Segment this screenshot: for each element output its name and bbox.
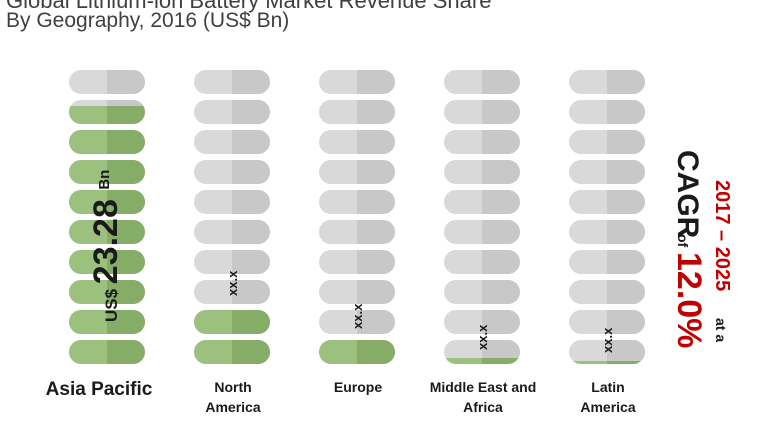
cagr-at: at a	[713, 318, 729, 342]
capsule	[194, 220, 270, 244]
capsule	[194, 130, 270, 154]
capsule	[444, 160, 520, 184]
data-label: xx.x	[350, 303, 365, 329]
capsule	[69, 70, 145, 94]
capsule	[444, 220, 520, 244]
capsule	[569, 160, 645, 184]
fill-bar	[319, 337, 395, 364]
cagr-period: 2017 – 2025	[711, 180, 733, 291]
capsule	[569, 280, 645, 304]
capsule	[194, 190, 270, 214]
capsule	[194, 70, 270, 94]
capsule	[319, 70, 395, 94]
capsule	[194, 160, 270, 184]
chart-title: Global Lithium-ion Battery Market Revenu…	[6, 0, 492, 13]
capsule	[444, 250, 520, 274]
capsule	[569, 100, 645, 124]
capsule	[444, 70, 520, 94]
category-label: Middle East and	[430, 379, 537, 395]
category-label: Africa	[463, 399, 503, 415]
column-4: xx.x Latin America	[569, 70, 645, 415]
capsule	[569, 340, 645, 364]
cagr-of: of	[675, 234, 691, 248]
capsule	[569, 310, 645, 334]
data-label: xx.x	[600, 327, 615, 353]
fill-bar	[444, 358, 520, 364]
column-1: xx.x North America	[194, 70, 270, 415]
category-label: Latin	[591, 379, 624, 395]
category-label: America	[580, 399, 635, 415]
capsule	[569, 130, 645, 154]
capsule	[194, 100, 270, 124]
cagr-value: 12.0%	[670, 252, 708, 348]
category-label: Europe	[334, 379, 382, 395]
column-3: xx.x Middle East and Africa	[430, 70, 537, 415]
capsule	[319, 160, 395, 184]
capsule	[444, 190, 520, 214]
capsule	[319, 130, 395, 154]
capsule	[194, 250, 270, 274]
capsule	[444, 310, 520, 334]
capsule	[569, 250, 645, 274]
capsule	[444, 280, 520, 304]
capsule	[569, 220, 645, 244]
capsule	[319, 220, 395, 244]
column-0: US$ 23.28 Bn Asia Pacific	[46, 70, 153, 400]
category-label: North	[214, 379, 251, 395]
capsule	[319, 100, 395, 124]
capsule	[444, 100, 520, 124]
capsule	[319, 250, 395, 274]
data-label: xx.x	[225, 270, 240, 296]
capsule	[569, 70, 645, 94]
category-label: America	[205, 399, 260, 415]
capsule	[569, 190, 645, 214]
data-label: xx.x	[475, 324, 490, 350]
chart-subtitle: By Geography, 2016 (US$ Bn)	[6, 9, 290, 32]
fill-bar	[69, 106, 145, 364]
capsule	[319, 280, 395, 304]
capsule	[444, 130, 520, 154]
capsule	[194, 280, 270, 304]
fill-bar	[194, 304, 270, 364]
capsule	[319, 310, 395, 334]
category-label: Asia Pacific	[46, 379, 153, 400]
cagr-label: CAGR	[671, 150, 704, 239]
fill-bar	[569, 361, 645, 364]
data-label: US$ 23.28 Bn	[87, 170, 125, 322]
capsule	[319, 190, 395, 214]
column-2: xx.x Europe	[319, 70, 395, 395]
